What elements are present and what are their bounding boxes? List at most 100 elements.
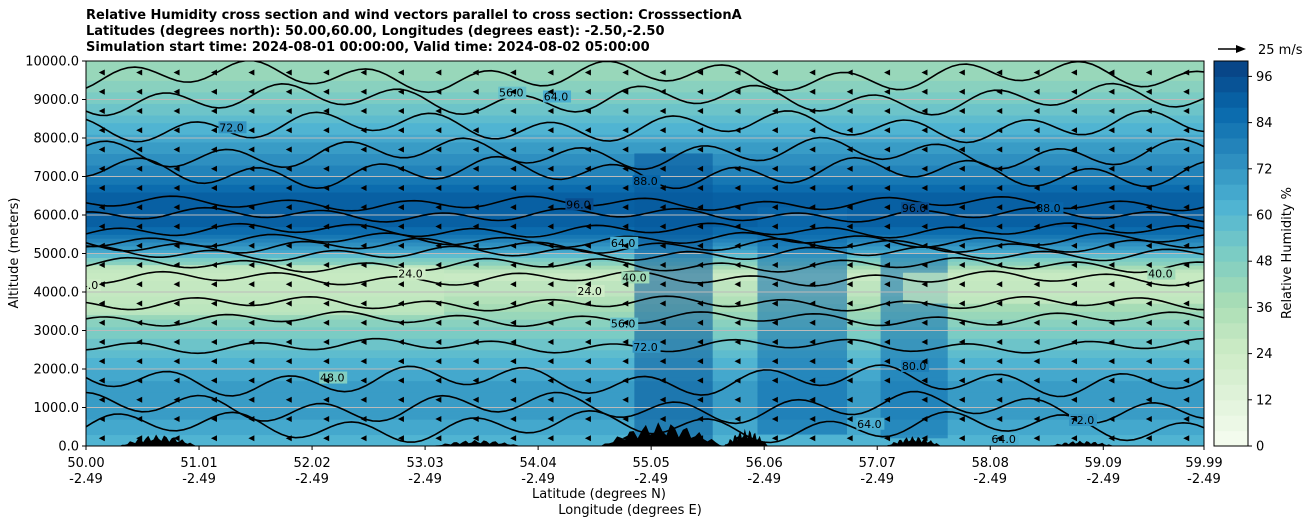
wind-arrow <box>958 165 965 172</box>
wind-arrow <box>958 242 965 249</box>
wind-arrow <box>285 146 292 153</box>
colorbar-swatch <box>1214 184 1248 201</box>
wind-arrow <box>697 300 704 307</box>
wind-arrow <box>435 146 442 153</box>
colorbar-tick-label: 24 <box>1256 347 1273 362</box>
y-tick-label: 4000.0 <box>34 286 80 301</box>
y-tick-label: 0.0 <box>58 440 79 455</box>
wind-arrow <box>1108 281 1115 288</box>
wind-arrow <box>285 339 292 346</box>
wind-arrow <box>771 88 778 95</box>
contour-label: 88.0 <box>1036 202 1061 215</box>
wind-arrow <box>1145 300 1152 307</box>
colorbar-swatch <box>1214 138 1248 154</box>
wind-arrow <box>547 416 554 423</box>
wind-arrow <box>921 185 928 192</box>
wind-arrow <box>397 146 404 153</box>
wind-arrow <box>996 339 1003 346</box>
wind-arrow <box>958 146 965 153</box>
contour-label: 96.0 <box>566 198 591 211</box>
wind-arrow <box>771 223 778 230</box>
wind-arrow <box>659 185 666 192</box>
wind-arrow <box>360 396 367 403</box>
contour-label-bg <box>86 279 101 292</box>
y-tick-label: 5000.0 <box>34 247 80 262</box>
wind-arrow <box>1108 377 1115 384</box>
rh-contour-line <box>86 222 1204 239</box>
rh-band <box>86 111 1204 116</box>
wind-arrow <box>771 396 778 403</box>
wind-arrow <box>98 69 105 76</box>
wind-arrow <box>510 69 517 76</box>
wind-arrow <box>547 242 554 249</box>
wind-arrow <box>584 165 591 172</box>
wind-arrow <box>435 223 442 230</box>
wind-arrow <box>584 396 591 403</box>
quiver-key: 25 m/s <box>1218 43 1303 58</box>
rh-band <box>86 107 1204 112</box>
wind-arrow <box>1071 435 1078 442</box>
wind-arrow <box>248 165 255 172</box>
rh-band <box>86 61 1204 66</box>
wind-arrow <box>1183 223 1190 230</box>
wind-arrow <box>136 223 143 230</box>
wind-arrow <box>884 146 891 153</box>
x-tick-label-lon: -2.49 <box>408 472 442 487</box>
wind-arrow <box>996 185 1003 192</box>
wind-arrow <box>584 300 591 307</box>
wind-arrow <box>622 377 629 384</box>
contour-label-bg <box>576 284 605 297</box>
wind-arrow <box>734 358 741 365</box>
wind-arrow <box>846 281 853 288</box>
wind-arrow <box>360 185 367 192</box>
wind-arrow <box>510 185 517 192</box>
wind-arrow <box>771 300 778 307</box>
wind-arrow <box>622 108 629 115</box>
wind-arrow <box>510 281 517 288</box>
wind-arrow <box>397 165 404 172</box>
wind-arrow <box>958 262 965 269</box>
wind-arrow <box>846 435 853 442</box>
wind-arrow <box>584 319 591 326</box>
wind-arrow <box>1033 223 1040 230</box>
wind-arrow <box>1033 416 1040 423</box>
y-tick-label: 6000.0 <box>34 209 80 224</box>
wind-arrow <box>547 339 554 346</box>
chart-title: Relative Humidity cross section and wind… <box>86 8 742 56</box>
x-tick-label-lon: -2.49 <box>521 472 555 487</box>
wind-arrow <box>734 185 741 192</box>
y-axis-label: Altitude (meters) <box>7 198 22 309</box>
wind-arrow <box>884 300 891 307</box>
wind-arrow <box>846 262 853 269</box>
rh-band <box>86 138 1204 143</box>
colorbar-tick-label: 96 <box>1256 70 1273 85</box>
wind-arrow <box>472 223 479 230</box>
wind-arrow <box>397 88 404 95</box>
wind-arrow <box>921 223 928 230</box>
wind-arrow <box>210 396 217 403</box>
wind-arrow <box>248 146 255 153</box>
wind-arrow <box>1033 242 1040 249</box>
wind-arrow <box>996 88 1003 95</box>
wind-arrow <box>659 69 666 76</box>
wind-arrow <box>809 262 816 269</box>
wind-arrow <box>846 339 853 346</box>
wind-arrow <box>1033 127 1040 134</box>
wind-arrow <box>360 108 367 115</box>
wind-arrow <box>435 165 442 172</box>
wind-arrow <box>397 319 404 326</box>
x-tick-label-lon: -2.49 <box>860 472 894 487</box>
wind-arrow <box>697 185 704 192</box>
wind-arrow <box>809 358 816 365</box>
wind-arrow <box>1108 319 1115 326</box>
wind-arrow <box>323 396 330 403</box>
rh-band <box>86 145 1204 151</box>
rh-band <box>86 91 1204 97</box>
wind-arrow <box>360 416 367 423</box>
wind-arrow <box>958 396 965 403</box>
wind-arrow <box>547 69 554 76</box>
wind-arrow <box>958 88 965 95</box>
wind-arrow <box>734 108 741 115</box>
wind-arrow <box>248 358 255 365</box>
wind-arrow <box>173 262 180 269</box>
